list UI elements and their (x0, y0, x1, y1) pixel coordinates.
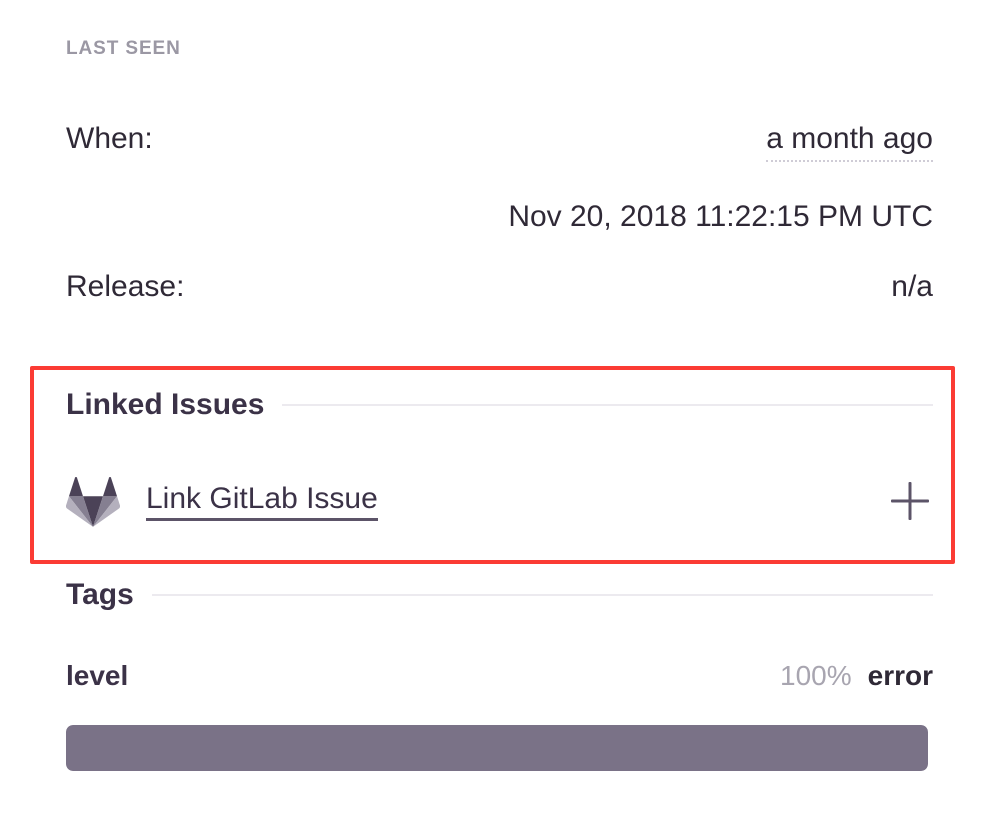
linked-issues-heading: Linked Issues (66, 388, 933, 422)
release-row: Release: n/a (66, 270, 933, 304)
tags-title: Tags (66, 578, 134, 611)
tags-heading: Tags (66, 578, 933, 612)
release-value: n/a (891, 270, 933, 303)
gitlab-tanuki-icon (65, 475, 121, 527)
tag-distribution: 100% error (780, 660, 933, 692)
tag-top-value[interactable]: error (867, 660, 933, 691)
tag-distribution-bar-fill (66, 725, 928, 771)
last-seen-when-row: When: a month ago (66, 122, 933, 162)
when-relative-value[interactable]: a month ago (766, 122, 933, 162)
release-label: Release: (66, 270, 185, 303)
tag-name[interactable]: level (66, 660, 129, 691)
tag-distribution-bar (66, 725, 928, 771)
last-seen-exact-date: Nov 20, 2018 11:22:15 PM UTC (508, 200, 933, 233)
last-seen-section-label: LAST SEEN (66, 38, 181, 59)
tag-row: level 100% error (66, 660, 933, 692)
link-gitlab-issue-link[interactable]: Link GitLab Issue (146, 482, 378, 521)
when-label: When: (66, 122, 153, 155)
tag-percent: 100% (780, 660, 852, 691)
add-linked-issue-plus-icon[interactable] (887, 478, 933, 524)
linked-issues-title: Linked Issues (66, 388, 265, 421)
heading-divider (282, 404, 933, 406)
linked-issues-row: Link GitLab Issue (65, 470, 933, 532)
heading-divider (151, 594, 933, 596)
